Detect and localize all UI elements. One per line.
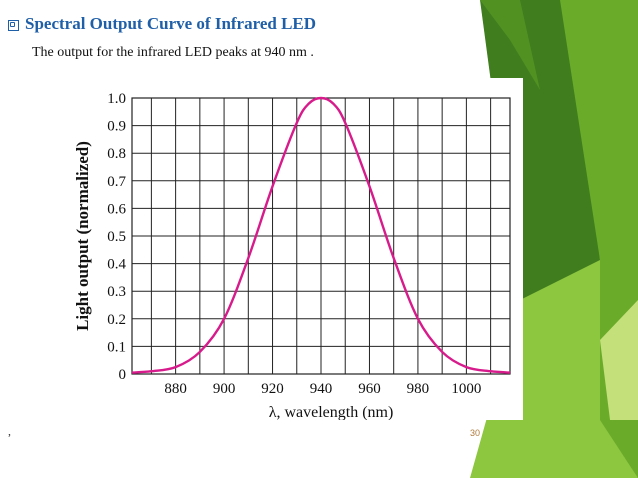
x-tick-label: 940 [310, 381, 333, 397]
x-tick-label: 960 [358, 381, 381, 397]
page-number: 30 [470, 428, 481, 438]
deco-shape-shadow [480, 0, 540, 90]
slide-title-text: Spectral Output Curve of Infrared LED [25, 14, 317, 33]
chart-container: 0 0.1 0.2 0.3 0.4 0.5 0.6 0.7 0.8 0.9 1.0 880 900 920… [58, 78, 523, 421]
y-tick-label: 0.4 [107, 257, 126, 273]
y-tick-label: 0.9 [107, 119, 126, 135]
x-axis-label: λ, wavelength (nm) [269, 404, 394, 420]
y-tick-label: 0.6 [107, 201, 126, 217]
y-tick-label: 0.5 [107, 229, 126, 245]
y-tick-label: 1.0 [107, 91, 126, 107]
checkbox-bullet-icon [8, 19, 19, 31]
y-axis-label: Light output (normalized) [73, 141, 92, 331]
series-line [131, 96, 511, 374]
x-tick-label: 920 [261, 381, 284, 397]
x-tick-label: 980 [407, 381, 430, 397]
y-tick-label: 0.1 [107, 339, 126, 355]
stray-comma: , [8, 424, 11, 438]
y-tick-label: 0.3 [107, 284, 126, 300]
slide-title: Spectral Output Curve of Infrared LED [8, 12, 316, 36]
y-tick-label: 0.2 [107, 312, 126, 328]
deco-shape-pale [600, 300, 638, 420]
slide-subtitle: The output for the infrared LED peaks at… [32, 45, 314, 60]
spectral-output-chart: 0 0.1 0.2 0.3 0.4 0.5 0.6 0.7 0.8 0.9 1.0 880 900 920… [73, 91, 511, 421]
x-tick-label: 900 [213, 381, 236, 397]
x-tick-label: 880 [164, 381, 187, 397]
y-tick-label: 0.7 [107, 174, 126, 190]
y-tick-label: 0.8 [107, 146, 126, 162]
x-tick-label: 1000 [451, 381, 481, 397]
y-tick-label: 0 [119, 367, 127, 383]
